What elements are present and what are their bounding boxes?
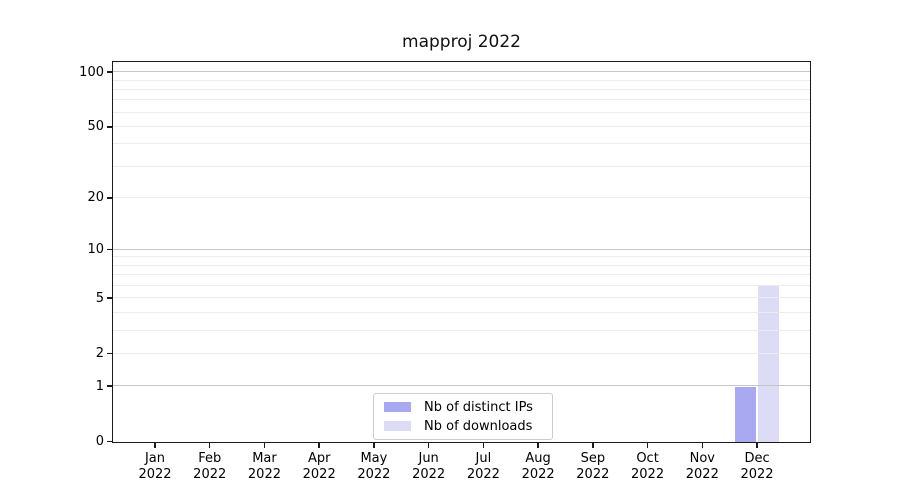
x-tickmark-feb-2022	[209, 443, 211, 448]
y-tickmark-100	[106, 71, 113, 73]
y-gridline-7	[113, 274, 810, 276]
legend-swatch-downloads	[384, 421, 411, 431]
y-tickmark-2	[106, 352, 113, 355]
x-tick-label-line: 2022	[685, 466, 719, 482]
y-gridline-2	[113, 352, 810, 354]
y-gridline-90	[113, 79, 810, 81]
x-tick-label-line: 2022	[631, 466, 665, 482]
x-tick-label-line: Oct	[636, 451, 659, 466]
y-gridline-3	[113, 329, 810, 331]
y-gridline-8	[113, 264, 810, 266]
y-gridline-1	[113, 385, 810, 387]
x-tick-label-may-2022: May 2022	[344, 451, 404, 482]
legend: Nb of distinct IPs Nb of downloads	[373, 393, 553, 440]
x-tickmark-jun-2022	[427, 443, 430, 448]
x-tickmark-oct-2022	[646, 443, 649, 448]
y-tick-label-1: 1	[95, 378, 104, 394]
x-tick-label-sep-2022: Sep 2022	[563, 451, 623, 482]
y-tick-label-10: 10	[87, 242, 104, 258]
x-tick-label-line: Feb	[198, 451, 222, 466]
x-tick-label-line: 2022	[357, 466, 391, 482]
y-tickmark-5	[106, 297, 113, 299]
x-tickmark-aug-2022	[537, 443, 539, 448]
y-tick-label-50: 50	[87, 119, 104, 135]
x-tickmark-jul-2022	[482, 443, 485, 448]
bar-nb-of-downloads-dec-2022	[757, 286, 779, 442]
y-gridline-70	[113, 99, 810, 101]
y-tickmark-50	[106, 126, 113, 128]
plot-area	[112, 61, 811, 443]
legend-label-distinct-ips: Nb of distinct IPs	[424, 399, 533, 415]
y-gridline-4	[113, 311, 810, 313]
x-tickmark-apr-2022	[318, 443, 320, 448]
y-gridline-80	[113, 88, 810, 90]
y-tick-label-100: 100	[79, 64, 104, 80]
y-tick-label-2: 2	[95, 346, 104, 362]
x-tickmark-jan-2022	[154, 443, 156, 448]
x-tick-label-line: May	[360, 451, 388, 466]
x-tick-label-apr-2022: Apr 2022	[289, 451, 349, 482]
bar-nb-of-distinct-ips-dec-2022	[734, 386, 756, 442]
x-tick-label-line: Jan	[144, 451, 166, 466]
chart-title: mapproj 2022	[402, 32, 521, 52]
x-tick-label-line: Nov	[689, 451, 715, 466]
y-gridline-100	[113, 71, 810, 73]
x-tick-label-line: 2022	[466, 466, 500, 482]
x-tick-label-line: Apr	[307, 451, 331, 466]
x-tick-label-line: 2022	[193, 466, 227, 482]
y-tickmark-20	[106, 197, 113, 199]
x-tick-label-jul-2022: Jul 2022	[453, 451, 513, 482]
y-gridline-10	[113, 248, 810, 250]
x-tick-label-mar-2022: Mar 2022	[234, 451, 294, 482]
x-tick-label-line: Jun	[418, 451, 439, 466]
x-tick-label-jan-2022: Jan 2022	[125, 451, 185, 482]
x-tick-label-line: Dec	[744, 451, 770, 466]
x-tickmark-dec-2022	[756, 443, 758, 448]
y-gridline-9	[113, 256, 810, 258]
x-tick-label-oct-2022: Oct 2022	[618, 451, 678, 482]
x-tick-label-jun-2022: Jun 2022	[399, 451, 459, 482]
y-gridline-60	[113, 111, 810, 113]
x-tickmark-nov-2022	[701, 443, 703, 448]
legend-item-distinct-ips: Nb of distinct IPs	[384, 399, 542, 415]
y-gridline-6	[113, 284, 810, 286]
x-tick-label-line: Aug	[525, 451, 551, 466]
x-tick-label-line: 2022	[138, 466, 172, 482]
y-gridline-30	[113, 165, 810, 167]
y-gridline-50	[113, 125, 810, 127]
y-tick-label-5: 5	[95, 290, 104, 306]
x-tick-label-line: 2022	[412, 466, 446, 482]
legend-swatch-distinct-ips	[384, 402, 411, 412]
x-tick-label-dec-2022: Dec 2022	[727, 451, 787, 482]
x-tick-label-line: 2022	[302, 466, 336, 482]
x-tick-label-feb-2022: Feb 2022	[180, 451, 240, 482]
x-tick-label-line: 2022	[521, 466, 555, 482]
x-tick-label-nov-2022: Nov 2022	[672, 451, 732, 482]
legend-item-downloads: Nb of downloads	[384, 418, 542, 434]
x-tick-label-line: Sep	[580, 451, 606, 466]
y-gridline-5	[113, 297, 810, 299]
y-tickmark-10	[106, 248, 113, 251]
x-tickmark-mar-2022	[263, 443, 266, 448]
y-gridline-40	[113, 143, 810, 145]
y-tickmark-1	[106, 385, 113, 387]
y-gridline-20	[113, 196, 810, 198]
y-tick-label-0: 0	[95, 434, 104, 449]
y-tick-label-20: 20	[87, 190, 104, 206]
x-tick-label-aug-2022: Aug 2022	[508, 451, 568, 482]
x-tickmark-sep-2022	[592, 443, 594, 448]
x-tick-label-line: Mar	[252, 451, 277, 466]
x-tick-label-line: Jul	[475, 451, 492, 466]
x-tick-label-line: 2022	[740, 466, 774, 482]
x-tick-label-line: 2022	[247, 466, 281, 482]
y-tickmark-0	[106, 440, 113, 443]
x-tickmark-may-2022	[373, 443, 375, 448]
x-tick-label-line: 2022	[576, 466, 610, 482]
legend-label-downloads: Nb of downloads	[424, 418, 533, 434]
